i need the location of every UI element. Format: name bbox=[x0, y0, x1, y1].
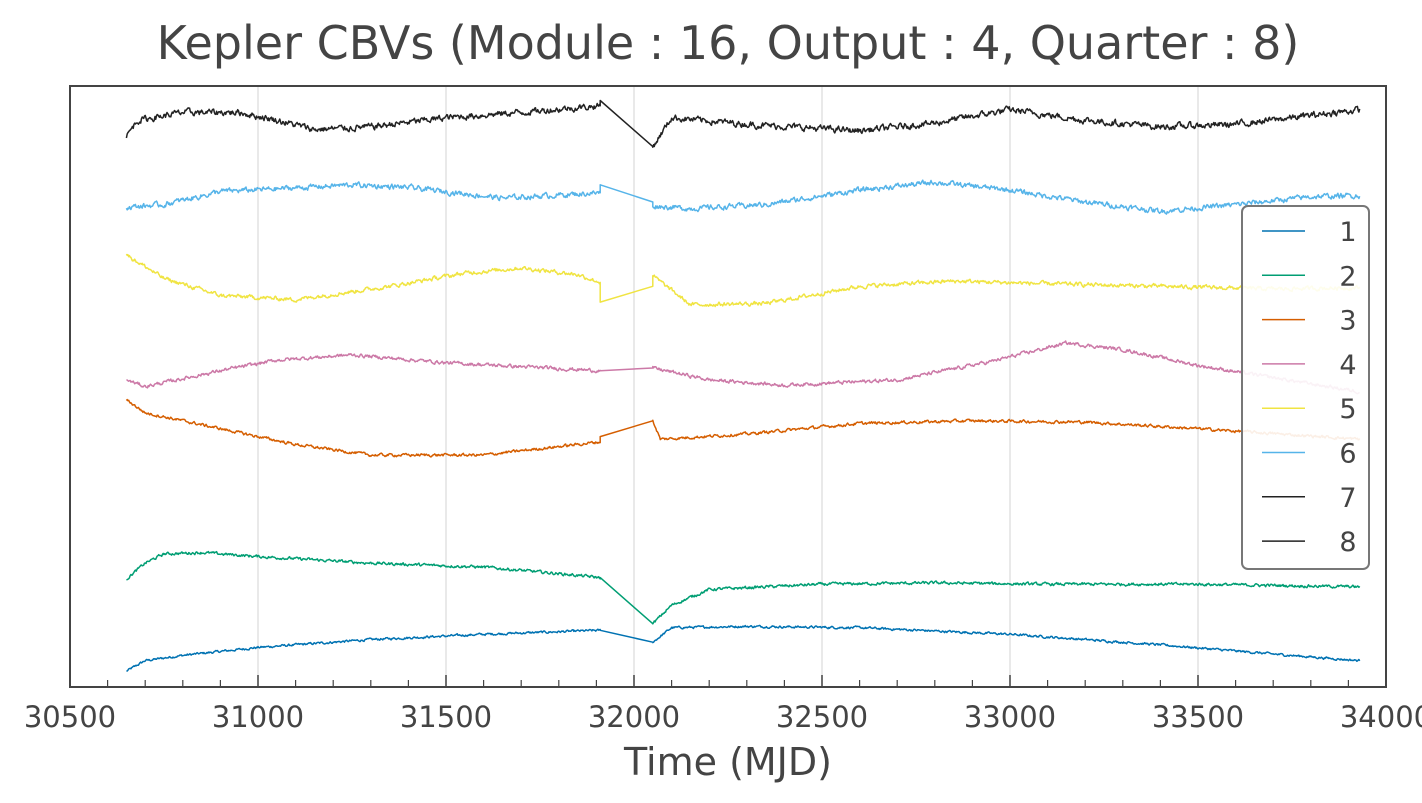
x-tick-label: 33000 bbox=[964, 700, 1056, 734]
x-axis-tick-labels: 30500 31000 31500 32000 32500 33000 33500 34000 bbox=[24, 700, 1422, 734]
chart-title: Kepler CBVs (Module : 16, Output : 4, Qu… bbox=[157, 16, 1300, 70]
legend-box bbox=[1241, 205, 1370, 570]
series-line-4 bbox=[126, 340, 1360, 395]
x-tick-label: 30500 bbox=[24, 700, 116, 734]
x-tick-label: 31000 bbox=[212, 700, 304, 734]
series-line-6 bbox=[125, 179, 1361, 215]
series-layer bbox=[125, 99, 1361, 672]
legend-label-4: 4 bbox=[1339, 350, 1356, 381]
legend-label-3: 3 bbox=[1339, 306, 1356, 337]
legend-label-7: 7 bbox=[1339, 483, 1356, 514]
legend-label-2: 2 bbox=[1339, 261, 1356, 292]
legend-label-1: 1 bbox=[1339, 217, 1356, 248]
series-line-2 bbox=[126, 550, 1361, 625]
grid-lines bbox=[69, 86, 1387, 687]
legend: 1 2 3 4 5 6 7 8 bbox=[1241, 205, 1370, 570]
x-tick-label: 34000 bbox=[1340, 700, 1422, 734]
x-axis-ticks bbox=[69, 675, 1387, 687]
plot-frame bbox=[69, 85, 1387, 688]
x-tick-label: 32500 bbox=[776, 700, 868, 734]
x-tick-label: 33500 bbox=[1152, 700, 1244, 734]
x-tick-label: 32000 bbox=[588, 700, 680, 734]
series-line-1 bbox=[126, 624, 1361, 672]
series-line-3 bbox=[125, 398, 1361, 458]
legend-label-8: 8 bbox=[1339, 527, 1356, 558]
x-tick-label: 31500 bbox=[400, 700, 492, 734]
series-line-5 bbox=[125, 253, 1361, 308]
legend-label-6: 6 bbox=[1339, 439, 1356, 470]
legend-label-5: 5 bbox=[1339, 394, 1356, 425]
series-line-7 bbox=[125, 99, 1361, 149]
x-axis-label: Time (MJD) bbox=[623, 740, 832, 784]
